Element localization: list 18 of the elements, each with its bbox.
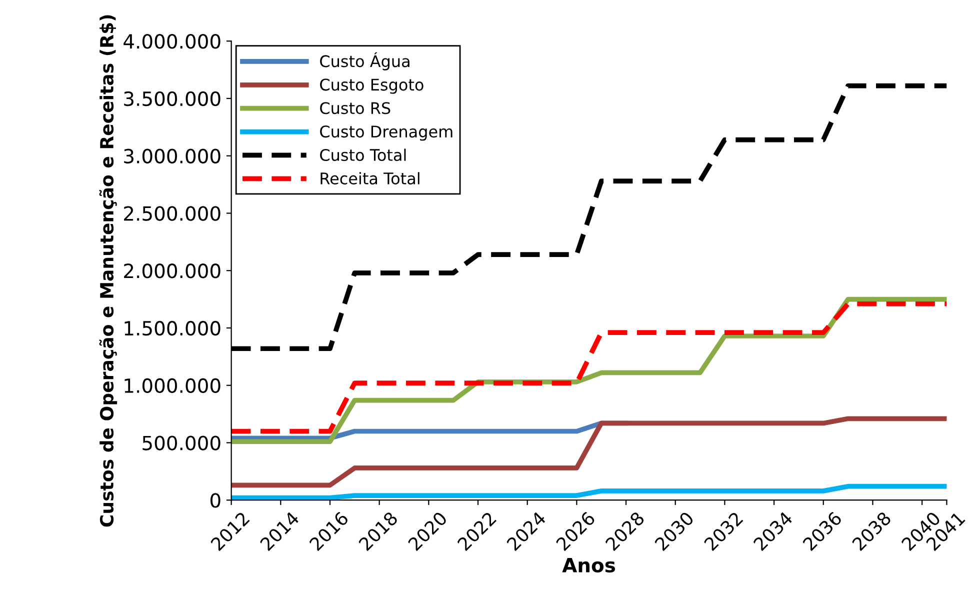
y-tick-label: 3.500.000	[124, 91, 220, 106]
legend-label: Custo RS	[320, 102, 390, 114]
y-tick-label: 1.500.000	[124, 320, 220, 336]
legend-label: Custo Total	[320, 148, 406, 162]
y-axis-title: Custos de Operação e Manutenção e Receitas (R$)	[99, 15, 118, 527]
legend-label: Custo Esgoto	[320, 78, 424, 94]
legend-label: Custo Água	[320, 52, 410, 70]
y-tick-label: 2.000.000	[124, 264, 220, 278]
x-axis-title: Anos	[562, 558, 616, 573]
y-tick-label: 500.000	[142, 436, 220, 450]
y-tick-label: 3.000.000	[124, 148, 220, 164]
legend-label: Receita Total	[320, 172, 420, 184]
y-tick-label: 1.000.000	[124, 378, 220, 394]
y-tick-label: 0	[210, 493, 220, 508]
line-series	[231, 416, 947, 488]
y-tick-label: 2.500.000	[124, 206, 220, 221]
legend-label: Custo Drenagem	[320, 126, 452, 141]
y-tick-label: 4.000.000	[124, 34, 220, 49]
